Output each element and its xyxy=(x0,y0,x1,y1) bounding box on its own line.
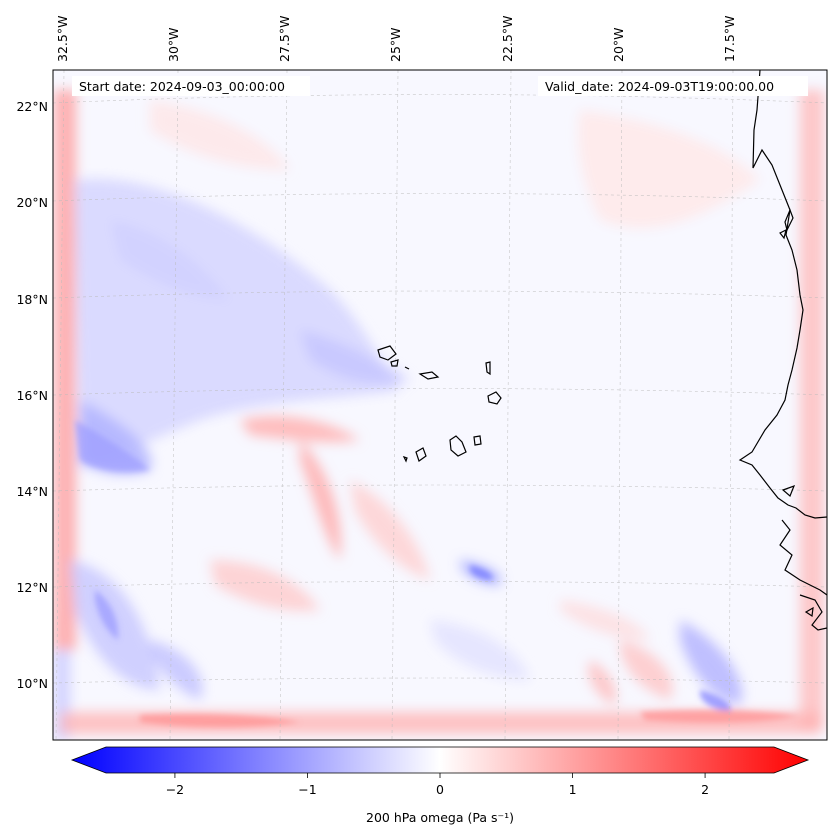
colorbar-tick-label: 0 xyxy=(436,782,444,797)
lon-label-32-5w: 32.5°W xyxy=(55,16,70,62)
lon-label-17-5w: 17.5°W xyxy=(722,16,737,62)
colorbar-tick-label: 2 xyxy=(701,782,709,797)
valid-date-label: Valid_date: 2024-09-03T19:00:00.00 xyxy=(545,79,774,94)
cape-verde-islands xyxy=(377,345,502,463)
lat-label-12n: 12°N xyxy=(16,580,48,595)
start-date-label: Start date: 2024-09-03_00:00:00 xyxy=(79,79,285,94)
lon-label-20w: 20°W xyxy=(611,27,626,62)
lon-label-25w: 25°W xyxy=(388,27,403,62)
lon-label-27-5w: 27.5°W xyxy=(277,16,292,62)
lon-label-30w: 30°W xyxy=(166,27,181,62)
lat-label-10n: 10°N xyxy=(16,676,48,691)
colorbar-ticks: −2 −1 0 1 2 xyxy=(166,773,709,797)
colorbar-tick-label: 1 xyxy=(569,782,577,797)
colorbar-tick-label: −1 xyxy=(298,782,316,797)
lat-label-20n: 20°N xyxy=(16,195,48,210)
lon-label-22-5w: 22.5°W xyxy=(500,16,515,62)
graticule xyxy=(53,70,827,740)
omega-field xyxy=(53,70,827,740)
colorbar-body xyxy=(70,746,810,774)
lat-label-16n: 16°N xyxy=(16,388,48,403)
lat-label-22n: 22°N xyxy=(16,99,48,114)
colorbar-label: 200 hPa omega (Pa s⁻¹) xyxy=(366,810,514,825)
coastline xyxy=(738,70,827,631)
lat-label-14n: 14°N xyxy=(16,484,48,499)
date-info-panel: Start date: 2024-09-03_00:00:00 Valid_da… xyxy=(72,76,808,96)
latitude-labels: 22°N 20°N 18°N 16°N 14°N 12°N 10°N xyxy=(16,99,48,691)
colorbar-tick-label: −2 xyxy=(166,782,184,797)
lat-label-18n: 18°N xyxy=(16,292,48,307)
colorbar: −2 −1 0 1 2 200 hPa omega (Pa s⁻¹) xyxy=(70,746,810,825)
longitude-labels: 32.5°W 30°W 27.5°W 25°W 22.5°W 20°W 17.5… xyxy=(55,16,737,62)
map-frame xyxy=(52,69,828,741)
